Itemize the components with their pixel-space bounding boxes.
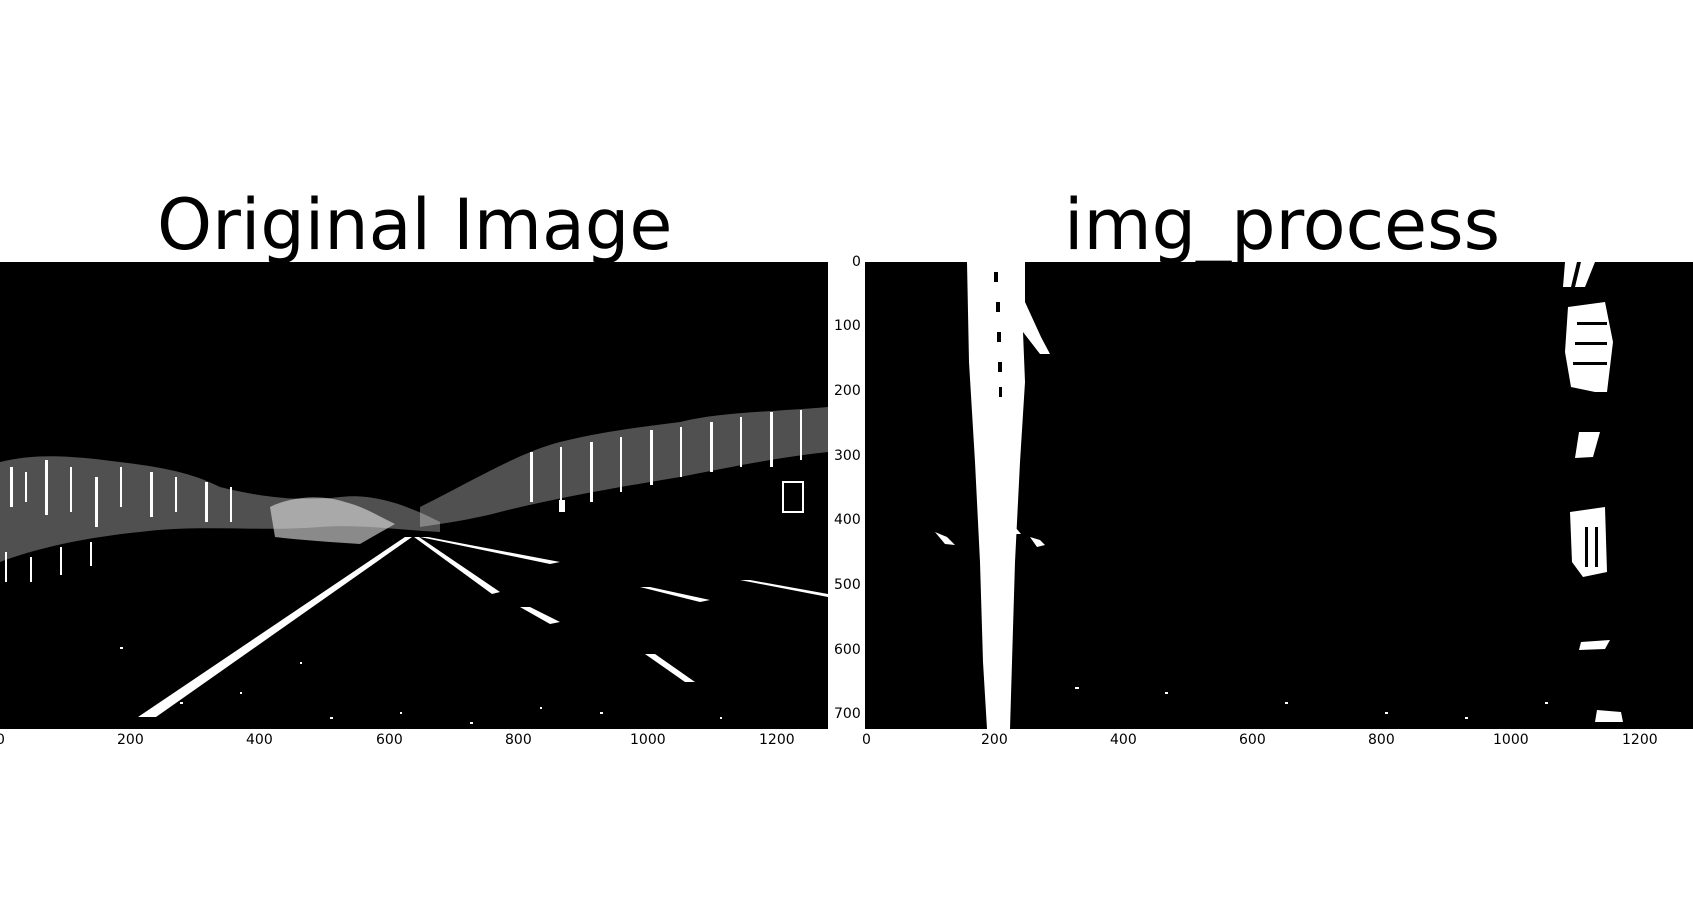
right-panel-title: img_process [1064,190,1500,260]
left-x-tick: 400 [246,733,273,747]
right-x-tick: 1000 [1493,733,1529,747]
processed-image-panel [865,262,1693,729]
left-x-tick: 200 [117,733,144,747]
left-x-tick: 0 [0,733,5,747]
original-image [0,262,828,729]
left-x-tick: 1000 [630,733,666,747]
right-y-tick: 100 [834,319,861,333]
right-y-tick: 0 [852,255,861,269]
left-x-tick: 1200 [759,733,795,747]
original-image-panel [0,262,828,729]
right-x-tick: 1200 [1622,733,1658,747]
right-y-tick: 700 [834,707,861,721]
right-x-tick: 0 [862,733,871,747]
right-y-tick: 400 [834,513,861,527]
right-y-tick: 300 [834,449,861,463]
left-panel-title: Original Image [157,190,672,260]
right-y-tick: 500 [834,578,861,592]
right-y-tick: 200 [834,384,861,398]
processed-image [865,262,1693,729]
left-x-tick: 600 [376,733,403,747]
right-x-tick: 800 [1368,733,1395,747]
right-x-tick: 200 [981,733,1008,747]
left-x-tick: 800 [505,733,532,747]
right-y-tick: 600 [834,643,861,657]
right-x-tick: 400 [1110,733,1137,747]
right-x-tick: 600 [1239,733,1266,747]
